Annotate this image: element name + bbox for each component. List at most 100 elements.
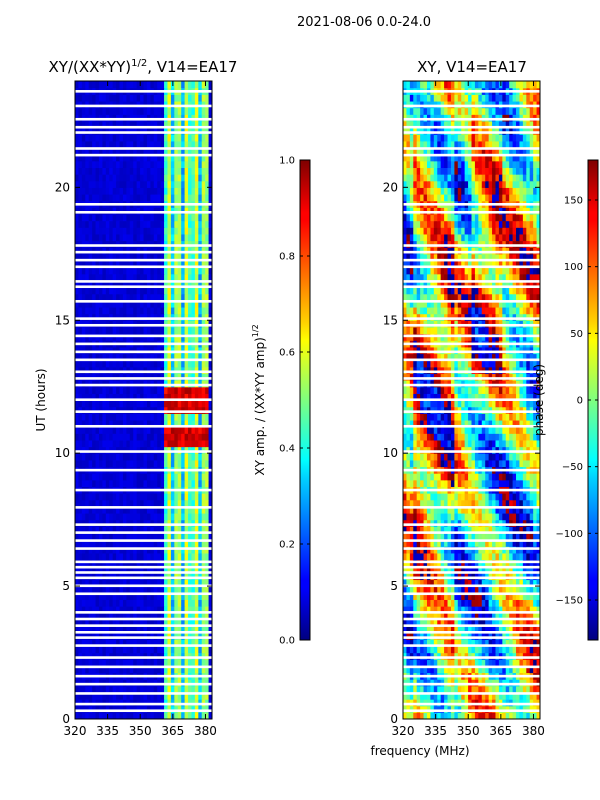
heatmap-cell <box>413 599 418 607</box>
heatmap-cell <box>119 260 124 268</box>
heatmap-cell <box>92 459 97 468</box>
heatmap-cell <box>157 207 162 215</box>
heatmap-cell <box>112 413 117 421</box>
heatmap-cell <box>529 705 534 713</box>
heatmap-cell <box>160 380 165 388</box>
heatmap-cell <box>492 612 497 620</box>
heatmap-cell <box>129 293 134 301</box>
heatmap-cell <box>81 313 86 321</box>
heatmap-cell <box>492 632 497 640</box>
heatmap-cell <box>444 566 449 574</box>
heatmap-cell <box>177 479 182 487</box>
heatmap-cell <box>181 639 186 647</box>
heatmap-cell <box>136 685 141 694</box>
heatmap-cell <box>170 499 175 507</box>
heatmap-cell <box>133 300 138 308</box>
heatmap-cell <box>201 552 206 561</box>
heatmap-cell <box>194 645 199 654</box>
heatmap-cell <box>157 360 162 368</box>
heatmap-cell <box>112 579 117 587</box>
heatmap-cell <box>112 625 117 634</box>
heatmap-cell <box>75 705 80 713</box>
heatmap-cell <box>198 552 203 561</box>
heatmap-cell <box>512 612 517 620</box>
heatmap-cell <box>98 692 103 700</box>
heatmap-cell <box>95 306 100 315</box>
heatmap-cell <box>194 373 199 381</box>
heatmap-cell <box>88 499 93 507</box>
heatmap-cell <box>208 606 212 614</box>
data-gap <box>75 709 212 713</box>
heatmap-cell <box>126 619 131 627</box>
heatmap-cell <box>146 320 151 328</box>
heatmap-cell <box>188 114 193 122</box>
heatmap-cell <box>75 174 80 182</box>
heatmap-cell <box>78 539 83 547</box>
heatmap-cell <box>98 267 103 275</box>
heatmap-cell <box>116 240 121 248</box>
heatmap-cell <box>160 572 165 581</box>
heatmap-cell <box>495 685 500 694</box>
heatmap-cell <box>191 552 196 561</box>
heatmap-cell <box>201 306 206 315</box>
heatmap-cell <box>160 526 165 534</box>
heatmap-cell <box>129 114 134 122</box>
heatmap-cell <box>485 639 490 647</box>
heatmap-cell <box>88 712 93 719</box>
heatmap-cell <box>191 127 196 135</box>
heatmap-cell <box>188 287 193 295</box>
heatmap-cell <box>133 632 138 640</box>
heatmap-cell <box>109 705 114 713</box>
heatmap-cell <box>160 506 165 514</box>
heatmap-cell <box>92 552 97 561</box>
heatmap-cell <box>81 639 86 647</box>
heatmap-cell <box>88 479 93 487</box>
heatmap-cell <box>136 213 141 222</box>
heatmap-cell <box>143 652 148 660</box>
heatmap-cell <box>126 160 131 168</box>
heatmap-cell <box>126 419 131 428</box>
heatmap-cell <box>205 320 210 328</box>
heatmap-cell <box>426 592 431 600</box>
heatmap-cell <box>485 625 490 634</box>
heatmap-cell <box>478 659 483 667</box>
heatmap-cell <box>153 140 158 149</box>
heatmap-cell <box>75 160 80 168</box>
heatmap-cell <box>119 459 124 468</box>
heatmap-cell <box>533 552 538 561</box>
heatmap-cell <box>150 346 155 355</box>
heatmap-cell <box>198 433 203 441</box>
heatmap-cell <box>105 346 110 355</box>
heatmap-cell <box>136 393 141 401</box>
heatmap-cell <box>109 526 114 534</box>
heatmap-cell <box>112 426 117 434</box>
heatmap-cell <box>468 639 473 647</box>
heatmap-cell <box>167 639 172 647</box>
heatmap-cell <box>512 652 517 660</box>
heatmap-cell <box>430 599 435 607</box>
heatmap-cell <box>105 360 110 368</box>
heatmap-cell <box>112 353 117 361</box>
heatmap-cell <box>102 426 107 434</box>
heatmap-cell <box>109 439 114 448</box>
heatmap-cell <box>194 433 199 441</box>
heatmap-cell <box>184 353 189 361</box>
heatmap-cell <box>170 532 175 541</box>
heatmap-cell <box>85 586 90 594</box>
heatmap-cell <box>174 273 179 281</box>
heatmap-cell <box>122 539 127 547</box>
heatmap-cell <box>153 453 158 461</box>
heatmap-cell <box>461 619 466 627</box>
heatmap-cell <box>208 586 212 594</box>
heatmap-cell <box>133 147 138 155</box>
heatmap-cell <box>146 94 151 102</box>
heatmap-cell <box>81 479 86 487</box>
heatmap-cell <box>95 240 100 248</box>
heatmap-cell <box>146 606 151 614</box>
heatmap-cell <box>88 453 93 461</box>
heatmap-cell <box>92 692 97 700</box>
heatmap-cell <box>191 273 196 281</box>
heatmap-cell <box>126 366 131 375</box>
heatmap-cell <box>188 373 193 381</box>
heatmap-cell <box>122 612 127 620</box>
